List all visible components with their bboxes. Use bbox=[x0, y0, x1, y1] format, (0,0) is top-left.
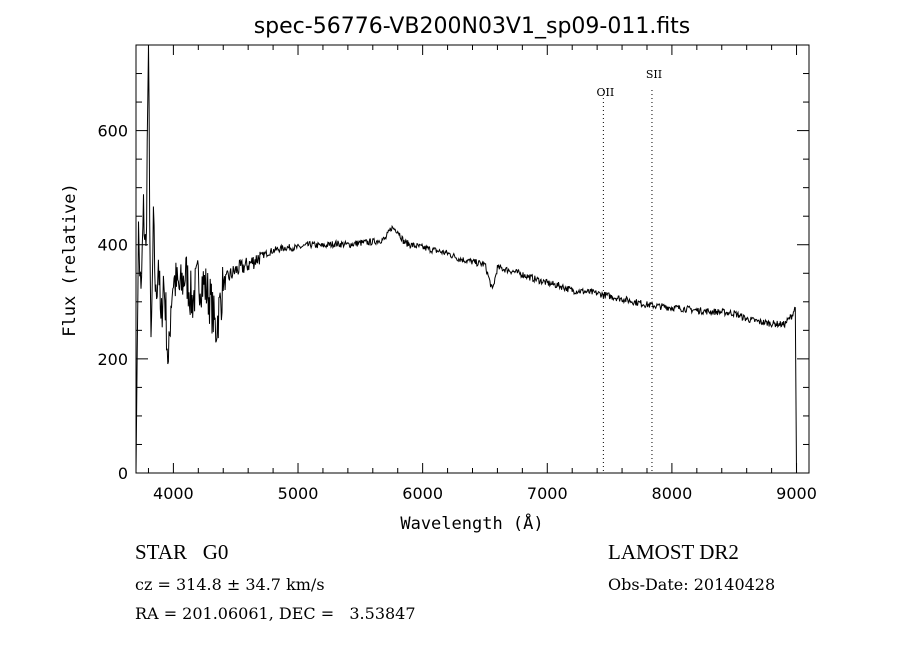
y-axis-label: Flux (relative) bbox=[60, 183, 80, 337]
y-tick-label: 200 bbox=[97, 350, 128, 369]
plot-frame bbox=[135, 44, 810, 474]
y-tick-label: 600 bbox=[97, 122, 128, 141]
object-class: STAR G0 bbox=[135, 540, 229, 564]
x-tick-label: 5000 bbox=[278, 484, 319, 503]
x-tick-label: 4000 bbox=[153, 484, 194, 503]
line-annotations: OII SII bbox=[597, 68, 662, 473]
redshift-cz: cz = 314.8 ± 34.7 km/s bbox=[135, 575, 325, 594]
y-tick-label: 400 bbox=[97, 236, 128, 255]
x-tick-label: 8000 bbox=[652, 484, 693, 503]
x-tick-label: 9000 bbox=[776, 484, 817, 503]
observation-date: Obs-Date: 20140428 bbox=[608, 575, 776, 594]
ra-dec-coordinates: RA = 201.06061, DEC = 3.53847 bbox=[135, 604, 416, 623]
spectrum-line bbox=[135, 44, 797, 474]
x-tick-label: 6000 bbox=[402, 484, 443, 503]
x-axis-label: Wavelength (Å) bbox=[400, 512, 543, 534]
x-tick-label: 7000 bbox=[527, 484, 568, 503]
chart-title: spec-56776-VB200N03V1_sp09-011.fits bbox=[254, 14, 691, 39]
annotation-label: OII bbox=[597, 86, 615, 99]
annotation-label: SII bbox=[646, 68, 662, 81]
y-tick-label: 0 bbox=[118, 464, 128, 483]
survey-name: LAMOST DR2 bbox=[608, 540, 739, 564]
axis-ticks: 4000 5000 6000 7000 8000 9000 0 200 400 600 bbox=[97, 45, 817, 503]
